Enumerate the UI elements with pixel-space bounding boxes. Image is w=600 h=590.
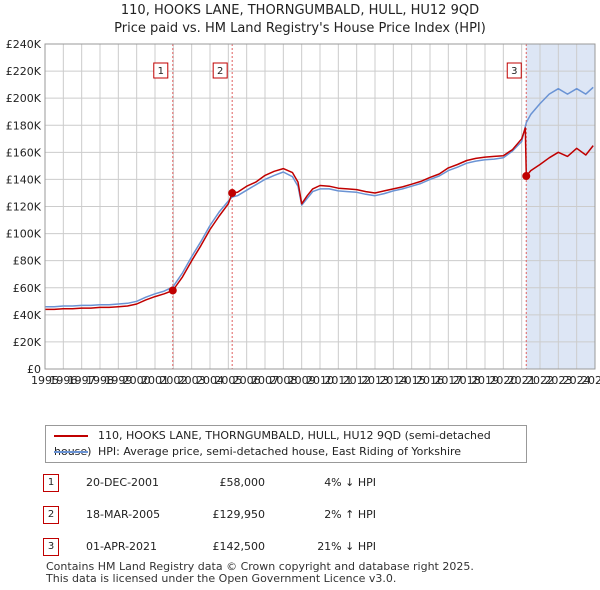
- legend-label-hpi: HPI: Average price, semi-detached house,…: [98, 445, 462, 458]
- x-tick-label: 2011: [324, 374, 352, 387]
- sale-number-badge: 3: [43, 538, 59, 556]
- sale-row: 2 18-MAR-2005 £129,950 2% ↑ HPI: [0, 505, 600, 525]
- sale-point: [228, 189, 237, 198]
- legend-item-hpi: HPI: Average price, semi-detached house,…: [54, 444, 461, 460]
- x-tick-label: 2005: [214, 374, 242, 387]
- x-tick-label: 2013: [361, 374, 389, 387]
- sale-hpi-diff: 4% ↓ HPI: [324, 476, 376, 489]
- x-tick-label: 2001: [141, 374, 169, 387]
- chart-legend: 110, HOOKS LANE, THORNGUMBALD, HULL, HU1…: [45, 425, 527, 463]
- sale-row: 3 01-APR-2021 £142,500 21% ↓ HPI: [0, 537, 600, 557]
- x-tick-label: 2003: [178, 374, 206, 387]
- x-tick-label: 2017: [434, 374, 462, 387]
- x-tick-label: 2015: [398, 374, 426, 387]
- x-tick-label: 1997: [68, 374, 96, 387]
- x-tick-label: 2008: [269, 374, 297, 387]
- y-tick-label: £240K: [6, 38, 42, 51]
- x-tick-label: 2004: [196, 374, 224, 387]
- x-tick-label: 2014: [379, 374, 407, 387]
- x-tick-label: 2002: [159, 374, 187, 387]
- sale-date: 20-DEC-2001: [86, 476, 160, 489]
- x-tick-label: 1996: [49, 374, 77, 387]
- x-tick-label: 2025: [581, 374, 600, 387]
- x-tick-label: 2018: [453, 374, 481, 387]
- sale-label-box: [212, 62, 228, 79]
- plot-frame: [44, 43, 596, 370]
- footer-licence: This data is licensed under the Open Gov…: [46, 572, 397, 585]
- sale-label-number: 2: [217, 66, 223, 77]
- x-tick-label: 1999: [104, 374, 132, 387]
- y-tick-label: £20K: [13, 336, 42, 349]
- x-tick-label: 2010: [306, 374, 334, 387]
- legend-swatch-hpi: [54, 451, 88, 453]
- x-tick-label: 1995: [31, 374, 59, 387]
- y-tick-label: £80K: [13, 255, 42, 268]
- price-chart: £0 £20K £40K £60K £80K £100K £120K £140K £160K £1…: [6, 38, 600, 387]
- y-tick-label: £180K: [6, 119, 42, 132]
- sale-label-box: [506, 62, 522, 79]
- sale-label-box: [153, 62, 169, 79]
- x-tick-label: 2000: [123, 374, 151, 387]
- property-price-line: [45, 127, 594, 311]
- y-tick-label: £200K: [6, 92, 42, 105]
- x-tick-label: 2022: [526, 374, 554, 387]
- x-tick-label: 2023: [544, 374, 572, 387]
- legend-item-property: 110, HOOKS LANE, THORNGUMBALD, HULL, HU1…: [54, 428, 526, 458]
- sale-date: 01-APR-2021: [86, 540, 158, 553]
- y-tick-label: £120K: [6, 201, 42, 214]
- x-tick-label: 2020: [489, 374, 517, 387]
- footer-copyright: Contains HM Land Registry data © Crown c…: [46, 560, 474, 573]
- sale-row: 1 20-DEC-2001 £58,000 4% ↓ HPI: [0, 473, 600, 493]
- y-tick-label: £140K: [6, 173, 42, 186]
- y-tick-label: £0: [27, 363, 41, 376]
- x-tick-label: 1998: [86, 374, 114, 387]
- chart-subtitle: Price paid vs. HM Land Registry's House …: [114, 21, 486, 36]
- x-tick-label: 2006: [233, 374, 261, 387]
- x-tick-label: 2021: [508, 374, 536, 387]
- hpi-line: [45, 86, 594, 308]
- sale-price: £129,950: [212, 508, 266, 521]
- y-tick-label: £40K: [13, 309, 42, 322]
- y-tick-label: £160K: [6, 146, 42, 159]
- sale-number-badge: 1: [43, 474, 59, 492]
- sale-price: £58,000: [219, 476, 266, 489]
- sale-date: 18-MAR-2005: [86, 508, 161, 521]
- chart-title: 110, HOOKS LANE, THORNGUMBALD, HULL, HU1…: [120, 3, 480, 18]
- y-tick-label: £60K: [13, 282, 42, 295]
- sale-label-number: 3: [511, 66, 517, 77]
- y-tick-label: £100K: [6, 228, 42, 241]
- sale-point: [168, 286, 177, 295]
- x-tick-label: 2012: [343, 374, 371, 387]
- x-tick-label: 2009: [288, 374, 316, 387]
- legend-swatch-property: [54, 435, 88, 437]
- sale-hpi-diff: 21% ↓ HPI: [317, 540, 376, 553]
- x-tick-label: 2019: [471, 374, 499, 387]
- sale-point: [522, 172, 531, 181]
- sale-label-number: 1: [158, 66, 164, 77]
- x-tick-label: 2007: [251, 374, 279, 387]
- y-tick-label: £220K: [6, 65, 42, 78]
- x-tick-label: 2024: [563, 374, 591, 387]
- sale-price: £142,500: [212, 540, 266, 553]
- sale-number-badge: 2: [43, 506, 59, 524]
- x-tick-label: 2016: [416, 374, 444, 387]
- sale-hpi-diff: 2% ↑ HPI: [324, 508, 376, 521]
